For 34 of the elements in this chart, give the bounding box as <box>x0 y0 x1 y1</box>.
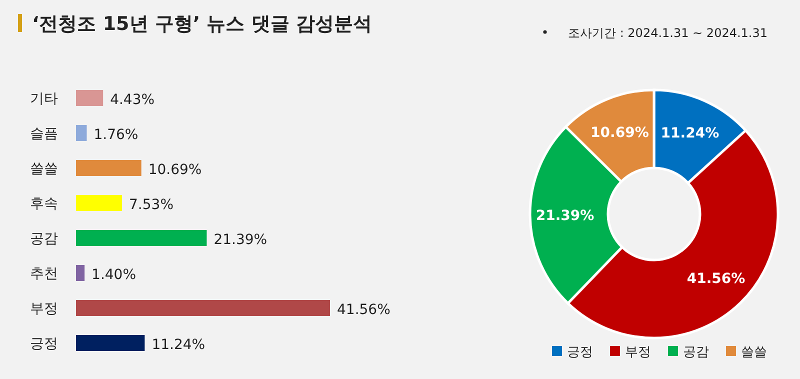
text: 조사기간 : 2024.1.31 ~ 2024.1.31 <box>568 26 768 40</box>
data-label: 1.76% <box>94 127 138 143</box>
y-tick-label: 공감 <box>30 231 58 247</box>
data-label: 4.43% <box>110 92 155 108</box>
data-label: 21.39% <box>214 232 268 248</box>
bar <box>76 160 142 176</box>
y-tick-label: 긍정 <box>30 336 58 352</box>
legend-label: 쓸쓸 <box>741 345 767 360</box>
data-label: 41.56% <box>686 270 746 287</box>
legend-label: 부정 <box>625 345 651 360</box>
y-tick-label: 추천 <box>30 266 58 282</box>
y-tick-label: 후속 <box>30 196 58 212</box>
chart-title: ‘전청조 15년 구형’ 뉴스 댓글 감성분석 <box>32 13 372 35</box>
bar <box>76 300 330 316</box>
legend-label: 공감 <box>683 345 709 360</box>
bar <box>76 335 145 351</box>
y-tick-label: 기타 <box>30 91 58 107</box>
data-label: 1.40% <box>92 267 136 283</box>
data-label: 21.39% <box>536 208 594 224</box>
y-tick-label: 쓸쓸 <box>30 161 58 177</box>
y-tick-label: 부정 <box>30 301 58 317</box>
data-label: 10.69% <box>590 124 649 141</box>
data-label: 11.24% <box>152 337 206 353</box>
bar <box>76 90 104 106</box>
bar <box>76 265 85 281</box>
y-tick-label: 슬픔 <box>30 126 58 142</box>
data-label: 7.53% <box>129 197 174 213</box>
data-label: 11.24% <box>660 126 720 142</box>
data-label: 41.56% <box>337 302 390 318</box>
legend-label: 긍정 <box>567 345 593 360</box>
bar <box>76 195 122 211</box>
bar <box>76 230 207 246</box>
data-label: 10.69% <box>148 162 202 178</box>
bar <box>76 125 87 141</box>
